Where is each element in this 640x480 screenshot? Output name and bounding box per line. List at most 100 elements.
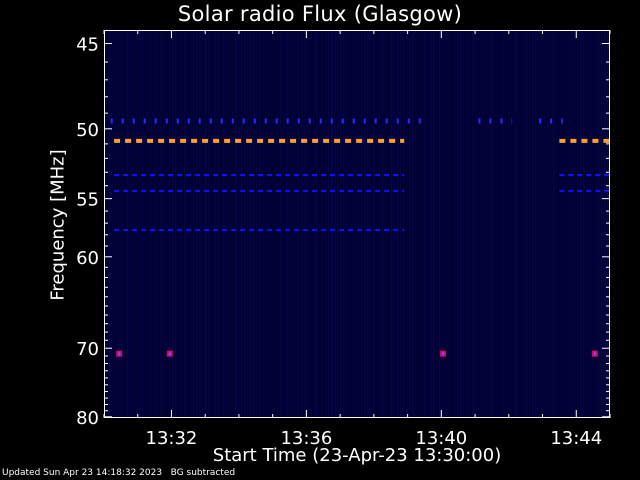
noise-streak	[502, 31, 504, 417]
noise-streak	[457, 31, 459, 417]
noise-streak	[208, 31, 210, 417]
background-noise	[106, 31, 609, 417]
footer-status: Updated Sun Apr 23 14:18:32 2023 BG subt…	[2, 468, 236, 478]
noise-streak	[247, 31, 249, 417]
y-tick-label: 55	[76, 190, 99, 211]
noise-streak	[364, 31, 366, 417]
noise-streak	[217, 31, 219, 417]
noise-streak	[142, 31, 144, 417]
noise-streak	[112, 31, 114, 417]
burst-core	[442, 351, 445, 356]
noise-streak	[574, 31, 576, 417]
noise-streak	[283, 31, 285, 417]
noise-streak	[274, 31, 276, 417]
noise-streak	[406, 31, 408, 417]
noise-streak	[550, 31, 552, 417]
noise-streak	[154, 31, 156, 417]
noise-streak	[565, 31, 567, 417]
noise-streak	[553, 31, 555, 417]
noise-streak	[250, 31, 252, 417]
noise-streak	[535, 31, 537, 417]
noise-streak	[271, 31, 273, 417]
x-axis: 13:32 13:36 13:40 13:44	[103, 30, 611, 449]
noise-streak	[328, 31, 330, 417]
noise-streak	[280, 31, 282, 417]
noise-streak	[235, 31, 237, 417]
noise-streak	[313, 31, 315, 417]
noise-streak	[499, 31, 501, 417]
burst-core	[168, 351, 171, 356]
y-tick-label: 80	[76, 408, 99, 429]
noise-streak	[436, 31, 438, 417]
noise-streak	[433, 31, 435, 417]
noise-streak	[181, 31, 183, 417]
noise-streak	[205, 31, 207, 417]
noise-streak	[160, 31, 162, 417]
noise-streak	[178, 31, 180, 417]
y-tick-label: 45	[76, 34, 99, 55]
noise-streak	[322, 31, 324, 417]
noise-streak	[133, 31, 135, 417]
noise-streak	[394, 31, 396, 417]
noise-streak	[220, 31, 222, 417]
noise-streak	[358, 31, 360, 417]
noise-streak	[304, 31, 306, 417]
noise-streak	[481, 31, 483, 417]
y-tick-label: 70	[76, 339, 99, 360]
noise-streak	[559, 31, 561, 417]
noise-streak	[523, 31, 525, 417]
noise-streak	[340, 31, 342, 417]
burst-core	[593, 351, 596, 356]
noise-streak	[607, 31, 609, 417]
noise-streak	[430, 31, 432, 417]
noise-streak	[319, 31, 321, 417]
noise-streak	[352, 31, 354, 417]
noise-streak	[349, 31, 351, 417]
x-tick-label: 13:40	[415, 428, 467, 449]
noise-streak	[520, 31, 522, 417]
noise-streak	[289, 31, 291, 417]
noise-streak	[109, 31, 111, 417]
noise-streak	[400, 31, 402, 417]
noise-streak	[583, 31, 585, 417]
noise-streak	[121, 31, 123, 417]
burst-core	[118, 351, 121, 356]
noise-streak	[586, 31, 588, 417]
noise-streak	[421, 31, 423, 417]
y-tick-label: 60	[76, 248, 99, 269]
noise-streak	[562, 31, 564, 417]
noise-streak	[214, 31, 216, 417]
noise-streak	[490, 31, 492, 417]
noise-streak	[139, 31, 141, 417]
noise-streak	[577, 31, 579, 417]
noise-streak	[514, 31, 516, 417]
noise-streak	[232, 31, 234, 417]
noise-streak	[277, 31, 279, 417]
noise-streak	[388, 31, 390, 417]
noise-streak	[262, 31, 264, 417]
plot-frame	[104, 30, 610, 418]
noise-streak	[199, 31, 201, 417]
noise-streak	[460, 31, 462, 417]
noise-streak	[265, 31, 267, 417]
noise-streak	[469, 31, 471, 417]
noise-streak	[238, 31, 240, 417]
noise-streak	[301, 31, 303, 417]
y-axis: 45 50 55 60 70 80	[76, 34, 610, 429]
noise-streak	[241, 31, 243, 417]
noise-streak	[298, 31, 300, 417]
noise-streak	[190, 31, 192, 417]
noise-streak	[454, 31, 456, 417]
noise-streak	[547, 31, 549, 417]
noise-streak	[415, 31, 417, 417]
noise-streak	[601, 31, 603, 417]
noise-streak	[175, 31, 177, 417]
noise-streak	[397, 31, 399, 417]
noise-streak	[496, 31, 498, 417]
noise-streak	[541, 31, 543, 417]
noise-streak	[505, 31, 507, 417]
noise-streak	[244, 31, 246, 417]
noise-streak	[466, 31, 468, 417]
